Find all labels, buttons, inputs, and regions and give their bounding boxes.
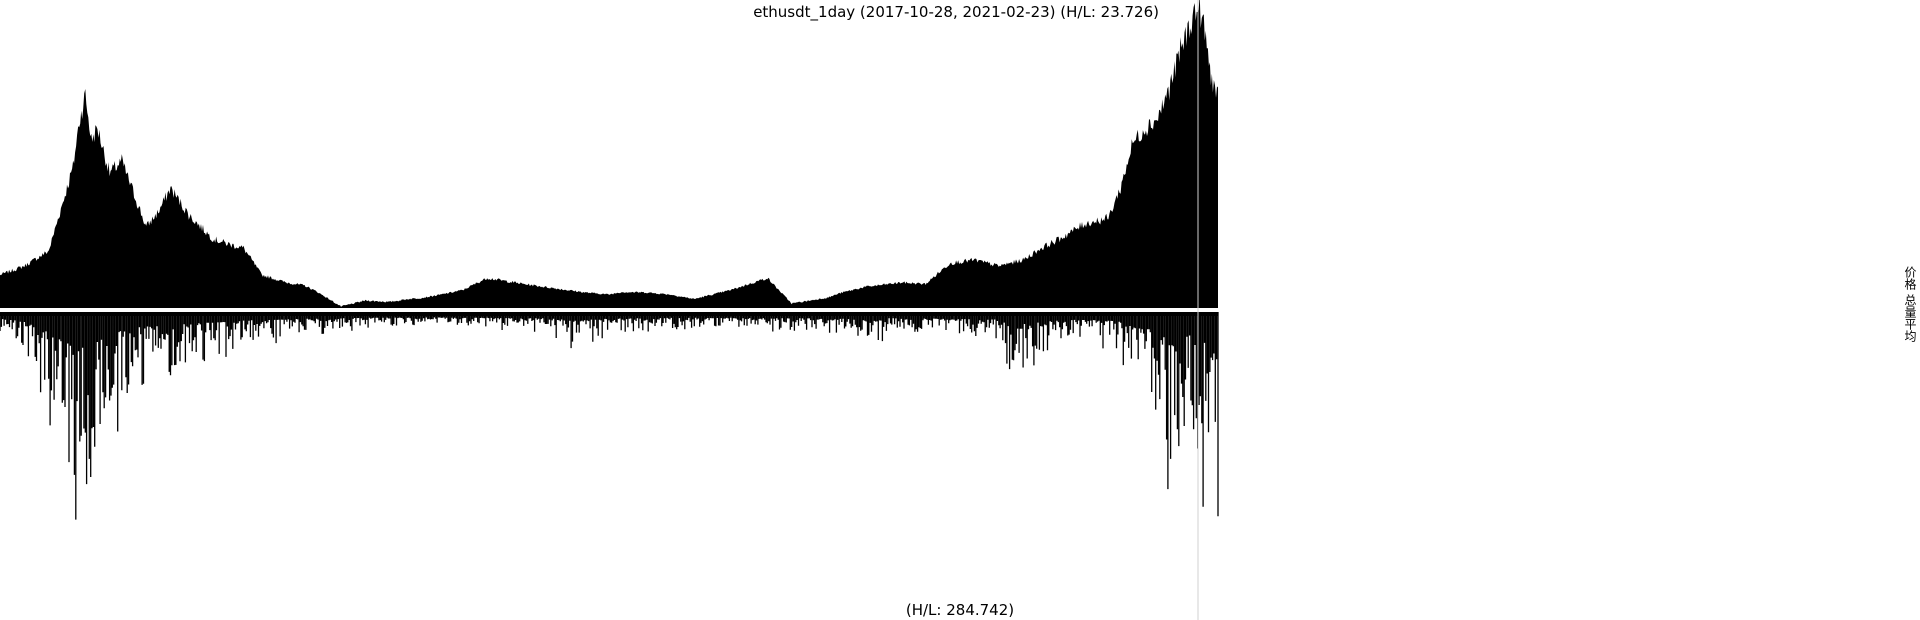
price-panel [0, 0, 1218, 308]
volume-axis-label: 总量平均 [1903, 294, 1917, 343]
chart-title: ethusdt_1day (2017-10-28, 2021-02-23) (H… [753, 3, 1159, 22]
volume-baseline [0, 312, 1218, 316]
volume-panel [0, 312, 1219, 520]
price-axis-label: 价格 [1903, 266, 1917, 290]
volume-hl-label: (H/L: 284.742) [906, 601, 1014, 619]
price-area [0, 0, 1218, 308]
